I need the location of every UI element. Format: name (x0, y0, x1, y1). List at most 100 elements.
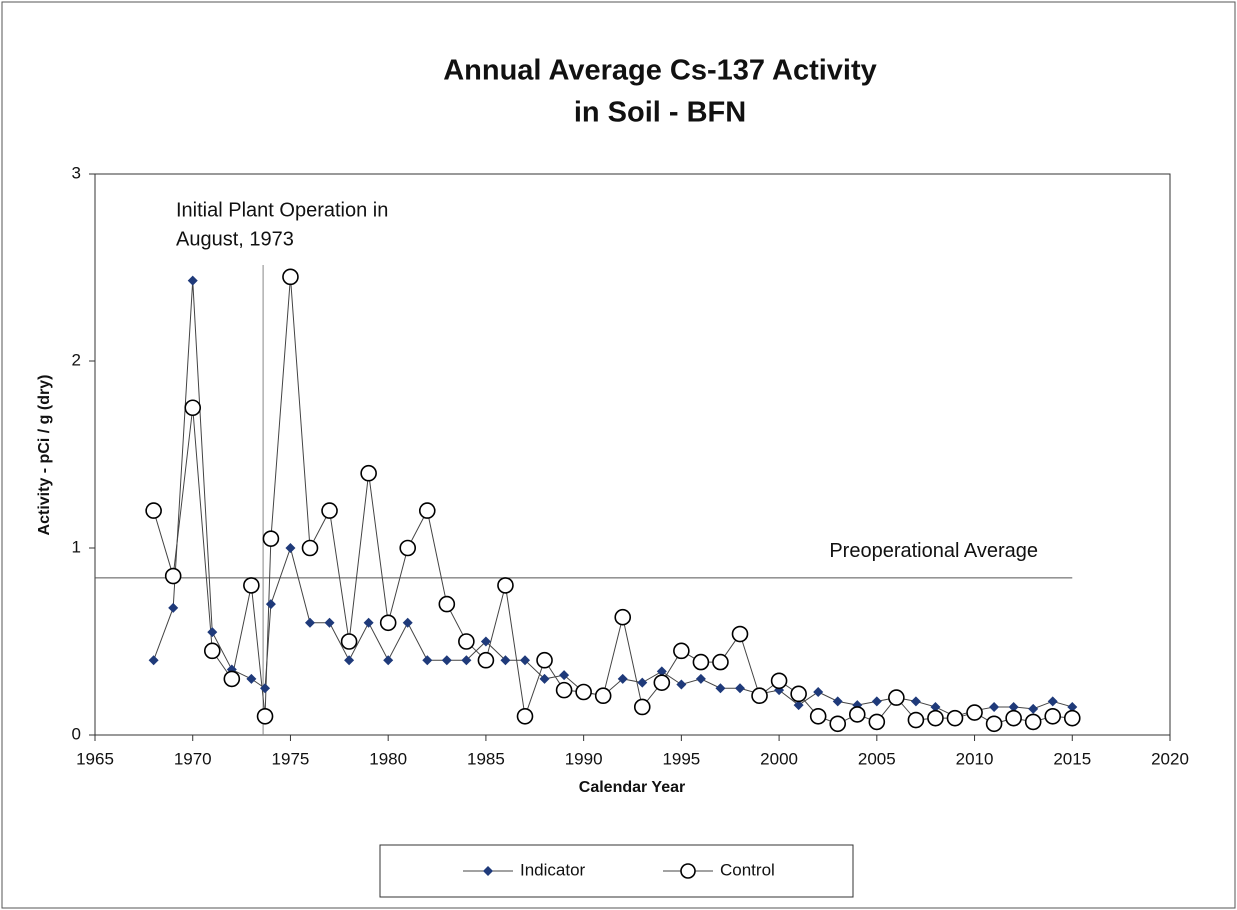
marker (282, 268, 299, 286)
y-axis-title: Activity - pCi / g (dry) (36, 375, 53, 536)
event-label: August, 1973 (176, 228, 294, 250)
y-tick-label: 1 (72, 537, 81, 556)
marker (256, 707, 274, 725)
x-tick-label: 1995 (662, 749, 700, 768)
marker (243, 577, 260, 594)
legend-label: Control (720, 860, 775, 879)
x-tick-label: 2000 (760, 749, 798, 768)
marker (946, 709, 964, 727)
x-tick-label: 1965 (76, 749, 114, 768)
legend (379, 844, 854, 898)
x-tick-label: 2010 (956, 749, 994, 768)
legend-marker (483, 866, 493, 876)
marker (168, 602, 179, 613)
y-tick-label: 3 (72, 163, 81, 182)
marker (695, 673, 706, 684)
marker (539, 673, 550, 684)
x-tick-label: 1970 (174, 749, 212, 768)
x-tick-label: 1990 (565, 749, 603, 768)
marker (379, 614, 397, 632)
marker (402, 617, 413, 628)
chart-title: in Soil - BFN (574, 97, 746, 129)
marker (223, 670, 241, 688)
marker (1024, 713, 1042, 731)
marker (809, 707, 827, 725)
marker (927, 709, 944, 727)
marker (203, 642, 221, 660)
marker (441, 655, 452, 666)
marker (907, 711, 925, 729)
marker (1063, 709, 1081, 727)
marker (461, 655, 472, 666)
marker (458, 633, 475, 650)
marker (360, 464, 377, 482)
series-line (153, 280, 1073, 717)
x-tick-label: 1980 (369, 749, 407, 768)
marker (930, 701, 941, 712)
marker (145, 502, 162, 519)
x-tick-label: 2015 (1053, 749, 1091, 768)
marker (868, 713, 886, 731)
marker (692, 653, 710, 671)
marker (516, 707, 534, 725)
plot-area (94, 173, 1171, 736)
marker (656, 666, 667, 677)
marker (324, 617, 335, 628)
chart-title: Annual Average Cs-137 Activity (443, 55, 877, 87)
marker (285, 543, 296, 553)
marker (575, 683, 592, 701)
marker (265, 599, 276, 610)
marker (301, 539, 319, 557)
marker (617, 673, 628, 684)
x-tick-label: 2020 (1151, 749, 1189, 768)
legend-marker (680, 863, 696, 879)
marker (340, 633, 358, 650)
marker (731, 625, 749, 643)
marker (148, 655, 159, 666)
marker (438, 595, 456, 613)
marker (344, 655, 355, 666)
x-tick-label: 2005 (858, 749, 896, 768)
marker (715, 683, 726, 694)
marker (363, 617, 374, 628)
marker (1008, 701, 1019, 712)
marker (559, 670, 570, 681)
y-tick-label: 2 (72, 350, 81, 369)
marker (477, 651, 495, 669)
marker (399, 539, 417, 557)
marker (1067, 701, 1078, 712)
marker (712, 653, 729, 671)
marker (1047, 696, 1058, 707)
marker (790, 685, 807, 703)
marker (536, 651, 553, 669)
marker (383, 655, 394, 666)
marker (260, 683, 271, 694)
marker (262, 530, 280, 547)
marker (480, 636, 491, 647)
marker (888, 689, 905, 706)
marker (520, 655, 530, 666)
marker (966, 704, 983, 721)
marker (735, 683, 745, 694)
marker (1028, 703, 1039, 714)
marker (676, 679, 687, 690)
marker (985, 715, 1003, 733)
marker (1005, 709, 1022, 727)
marker (751, 687, 768, 705)
marker (813, 686, 824, 697)
marker (594, 687, 612, 705)
marker (246, 673, 257, 684)
marker (164, 567, 182, 585)
marker (187, 275, 198, 286)
marker (207, 627, 218, 638)
marker (770, 672, 788, 690)
marker (614, 608, 632, 626)
x-tick-label: 1985 (467, 749, 505, 768)
marker (637, 677, 648, 688)
y-tick-label: 0 (72, 724, 81, 743)
marker (633, 698, 651, 716)
marker (653, 674, 671, 691)
marker (418, 502, 436, 519)
